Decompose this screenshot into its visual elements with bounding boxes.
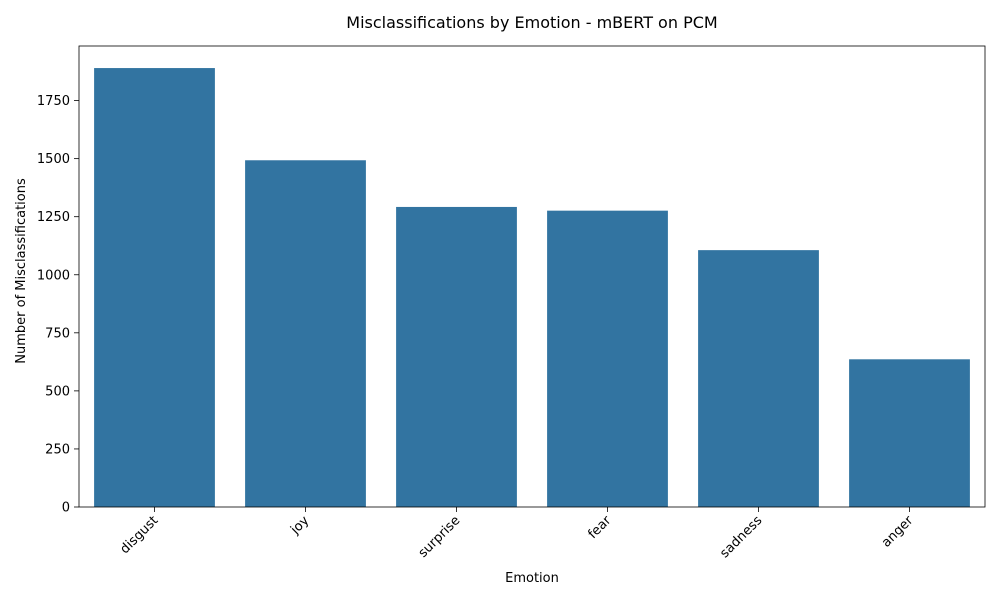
bar-anger	[849, 359, 970, 507]
y-axis-label: Number of Misclassifications	[14, 178, 29, 364]
y-tick-label: 750	[45, 326, 70, 341]
x-tick-label-disgust: disgust	[117, 513, 161, 557]
x-tick-label-joy: joy	[287, 513, 312, 538]
bar-fear	[547, 210, 668, 508]
y-tick-label: 500	[45, 384, 70, 399]
y-tick-label: 1000	[37, 268, 70, 283]
x-tick-label-fear: fear	[585, 513, 614, 542]
axes-layer	[78, 45, 986, 508]
x-axis-label: Emotion	[505, 571, 559, 586]
bar-surprise	[396, 206, 517, 507]
axes-frame	[78, 45, 986, 508]
y-tick-label: 0	[62, 501, 70, 516]
bar-disgust	[94, 68, 215, 507]
y-ticks-layer: 0 250 500 750 1000 1250 1500 1750	[37, 94, 79, 516]
bars-layer	[94, 68, 970, 508]
bar-sadness	[698, 250, 819, 507]
x-ticks-layer: disgust joy surprise fear sadness anger	[117, 507, 917, 561]
y-tick-label: 1500	[37, 152, 70, 167]
y-tick-label: 250	[45, 442, 70, 457]
x-tick-label-sadness: sadness	[717, 513, 765, 561]
y-tick-label: 1250	[37, 210, 70, 225]
y-tick-label: 1750	[37, 94, 70, 109]
x-tick-label-surprise: surprise	[416, 513, 464, 561]
bar-joy	[245, 160, 366, 507]
x-tick-label-anger: anger	[879, 513, 917, 551]
chart-title: Misclassifications by Emotion - mBERT on…	[346, 13, 717, 32]
